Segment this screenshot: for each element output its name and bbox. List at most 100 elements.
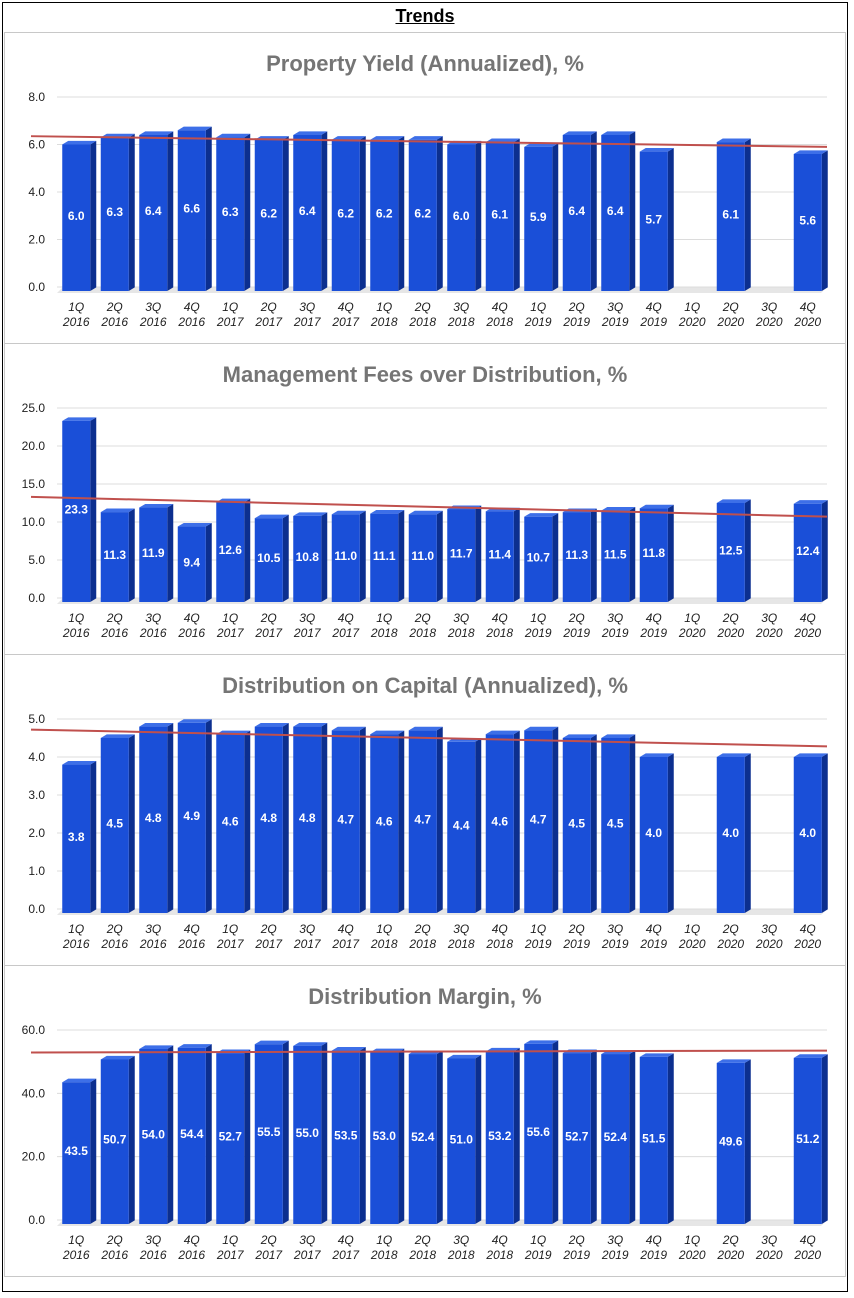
x-tick-quarter: 1Q [222, 611, 238, 625]
trend-line [30, 1049, 828, 1054]
bar-top [601, 131, 636, 135]
x-tick-quarter: 2Q [568, 300, 585, 314]
x-tick-quarter: 3Q [607, 300, 623, 314]
x-tick-quarter: 4Q [184, 611, 200, 625]
bar-side [436, 136, 443, 291]
x-tick-year: 2018 [408, 626, 436, 640]
bar-top [716, 753, 751, 757]
bar-side [205, 719, 212, 913]
bar [62, 1082, 91, 1224]
x-tick-year: 2020 [793, 626, 821, 640]
x-tick-year: 2020 [793, 937, 821, 951]
bar-top [793, 1054, 828, 1058]
bar-side [398, 730, 405, 913]
data-label: 11.5 [604, 547, 627, 561]
x-tick-year: 2018 [370, 937, 398, 951]
bar-top [370, 136, 405, 140]
bar-top [139, 1045, 174, 1049]
bar-side [744, 753, 751, 913]
x-tick-quarter: 2Q [106, 300, 123, 314]
x-tick-quarter: 1Q [684, 922, 700, 936]
data-label: 52.7 [219, 1130, 243, 1144]
x-tick-year: 2016 [62, 315, 90, 329]
trend-line [30, 135, 828, 148]
bar-top [62, 140, 97, 145]
y-tick-label: 20.0 [22, 1150, 46, 1164]
bar-top [485, 730, 520, 735]
bar-side [282, 514, 289, 602]
y-tick-label: 0.0 [28, 1213, 45, 1227]
bar-top [254, 514, 289, 519]
bar [62, 420, 91, 602]
y-tick-label: 0.0 [28, 902, 45, 916]
data-label: 6.6 [183, 202, 200, 216]
x-tick-quarter: 2Q [722, 611, 739, 625]
x-tick-quarter: 2Q [722, 922, 739, 936]
x-tick-quarter: 3Q [299, 922, 315, 936]
x-tick-year: 2020 [755, 315, 783, 329]
x-tick-quarter: 3Q [453, 300, 469, 314]
bar-side [821, 500, 828, 602]
bar-top [139, 131, 174, 135]
bar [716, 1062, 745, 1224]
bar [408, 1054, 437, 1224]
bar [447, 509, 476, 602]
y-tick-label: 25.0 [22, 401, 46, 415]
bar [408, 730, 437, 913]
bar-side [590, 508, 597, 602]
data-label: 51.0 [450, 1132, 474, 1146]
bar-side [244, 498, 251, 602]
x-tick-year: 2017 [331, 626, 360, 640]
x-tick-quarter: 4Q [492, 1233, 508, 1247]
management-fees-chart-panel: Management Fees over Distribution, % 0.0 5… [4, 343, 846, 655]
bar-side [244, 1049, 251, 1224]
x-tick-year: 2017 [293, 315, 322, 329]
bar-side [128, 133, 135, 291]
x-tick-quarter: 1Q [376, 300, 392, 314]
x-tick-quarter: 2Q [414, 922, 431, 936]
bar-side [475, 738, 482, 913]
y-tick-label: 4.0 [28, 750, 45, 764]
data-label: 5.6 [799, 214, 816, 228]
bar-side [359, 726, 366, 913]
y-tick-label: 4.0 [28, 185, 45, 199]
data-label: 55.5 [257, 1125, 281, 1139]
data-label: 6.1 [491, 208, 508, 222]
data-label: 23.3 [65, 502, 89, 516]
x-tick-quarter: 1Q [376, 922, 392, 936]
x-tick-year: 2017 [254, 937, 283, 951]
data-label: 4.8 [145, 811, 162, 825]
data-label: 6.2 [376, 206, 393, 220]
data-label: 55.0 [296, 1126, 320, 1140]
x-tick-quarter: 4Q [646, 300, 662, 314]
chart-title: Distribution Margin, % [308, 984, 541, 1009]
bar-side [359, 136, 366, 291]
bar-top [62, 761, 97, 765]
bar-top [716, 1059, 751, 1063]
x-tick-year: 2020 [793, 315, 821, 329]
data-label: 52.7 [565, 1130, 589, 1144]
bar-side [90, 761, 97, 913]
data-label: 11.4 [488, 548, 511, 562]
bar [639, 151, 668, 291]
bar-side [436, 510, 443, 602]
x-tick-quarter: 4Q [646, 611, 662, 625]
data-label: 50.7 [103, 1133, 127, 1147]
bar-top [331, 136, 366, 140]
x-tick-quarter: 1Q [530, 922, 546, 936]
x-tick-year: 2017 [331, 315, 360, 329]
data-label: 53.5 [334, 1128, 358, 1142]
bar-side [475, 140, 482, 291]
x-tick-year: 2017 [216, 937, 245, 951]
data-label: 6.1 [722, 208, 739, 222]
bar-top [562, 734, 597, 738]
x-tick-quarter: 1Q [530, 1233, 546, 1247]
bar [793, 1057, 822, 1224]
data-label: 6.0 [453, 209, 470, 223]
data-label: 6.2 [260, 206, 277, 220]
bar-side [167, 1045, 174, 1224]
data-label: 9.4 [183, 555, 200, 569]
x-tick-year: 2018 [370, 1248, 398, 1262]
bar-side [167, 723, 174, 913]
x-tick-year: 2019 [562, 937, 590, 951]
